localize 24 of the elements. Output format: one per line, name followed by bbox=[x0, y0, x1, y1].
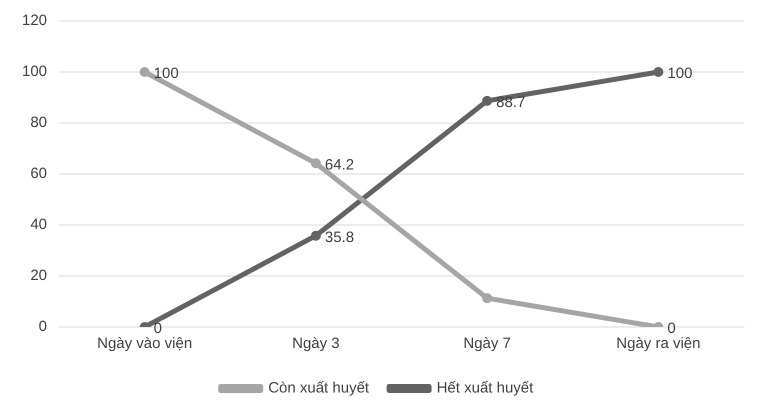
point bbox=[310, 158, 321, 168]
y-tick-label: 40 bbox=[30, 216, 48, 234]
data-label: 100 bbox=[667, 65, 692, 82]
y-tick-label: 20 bbox=[30, 267, 48, 284]
x-tick-label: Ngày 3 bbox=[292, 335, 340, 352]
x-tick-label: Ngày 7 bbox=[463, 335, 511, 352]
point bbox=[482, 96, 492, 106]
point bbox=[140, 67, 150, 77]
data-label: 0 bbox=[154, 320, 162, 338]
data-label: 35.8 bbox=[324, 228, 354, 246]
data-label: 64.2 bbox=[324, 156, 354, 174]
point bbox=[310, 230, 321, 241]
y-tick-label: 100 bbox=[22, 63, 48, 80]
legend-label: Hết xuất huyết bbox=[436, 380, 534, 397]
x-tick-label: Ngày vào viện bbox=[97, 335, 192, 352]
y-tick-label: 80 bbox=[30, 114, 48, 132]
y-tick-label: 60 bbox=[30, 165, 48, 182]
y-tick-label: 0 bbox=[38, 318, 48, 336]
point bbox=[653, 67, 664, 77]
data-label: 100 bbox=[154, 65, 179, 82]
data-label: 0 bbox=[667, 320, 676, 338]
y-tick-label: 120 bbox=[22, 12, 48, 30]
legend-label: Còn xuất huyết bbox=[268, 380, 370, 397]
x-tick-label: Ngày ra viện bbox=[616, 335, 700, 352]
